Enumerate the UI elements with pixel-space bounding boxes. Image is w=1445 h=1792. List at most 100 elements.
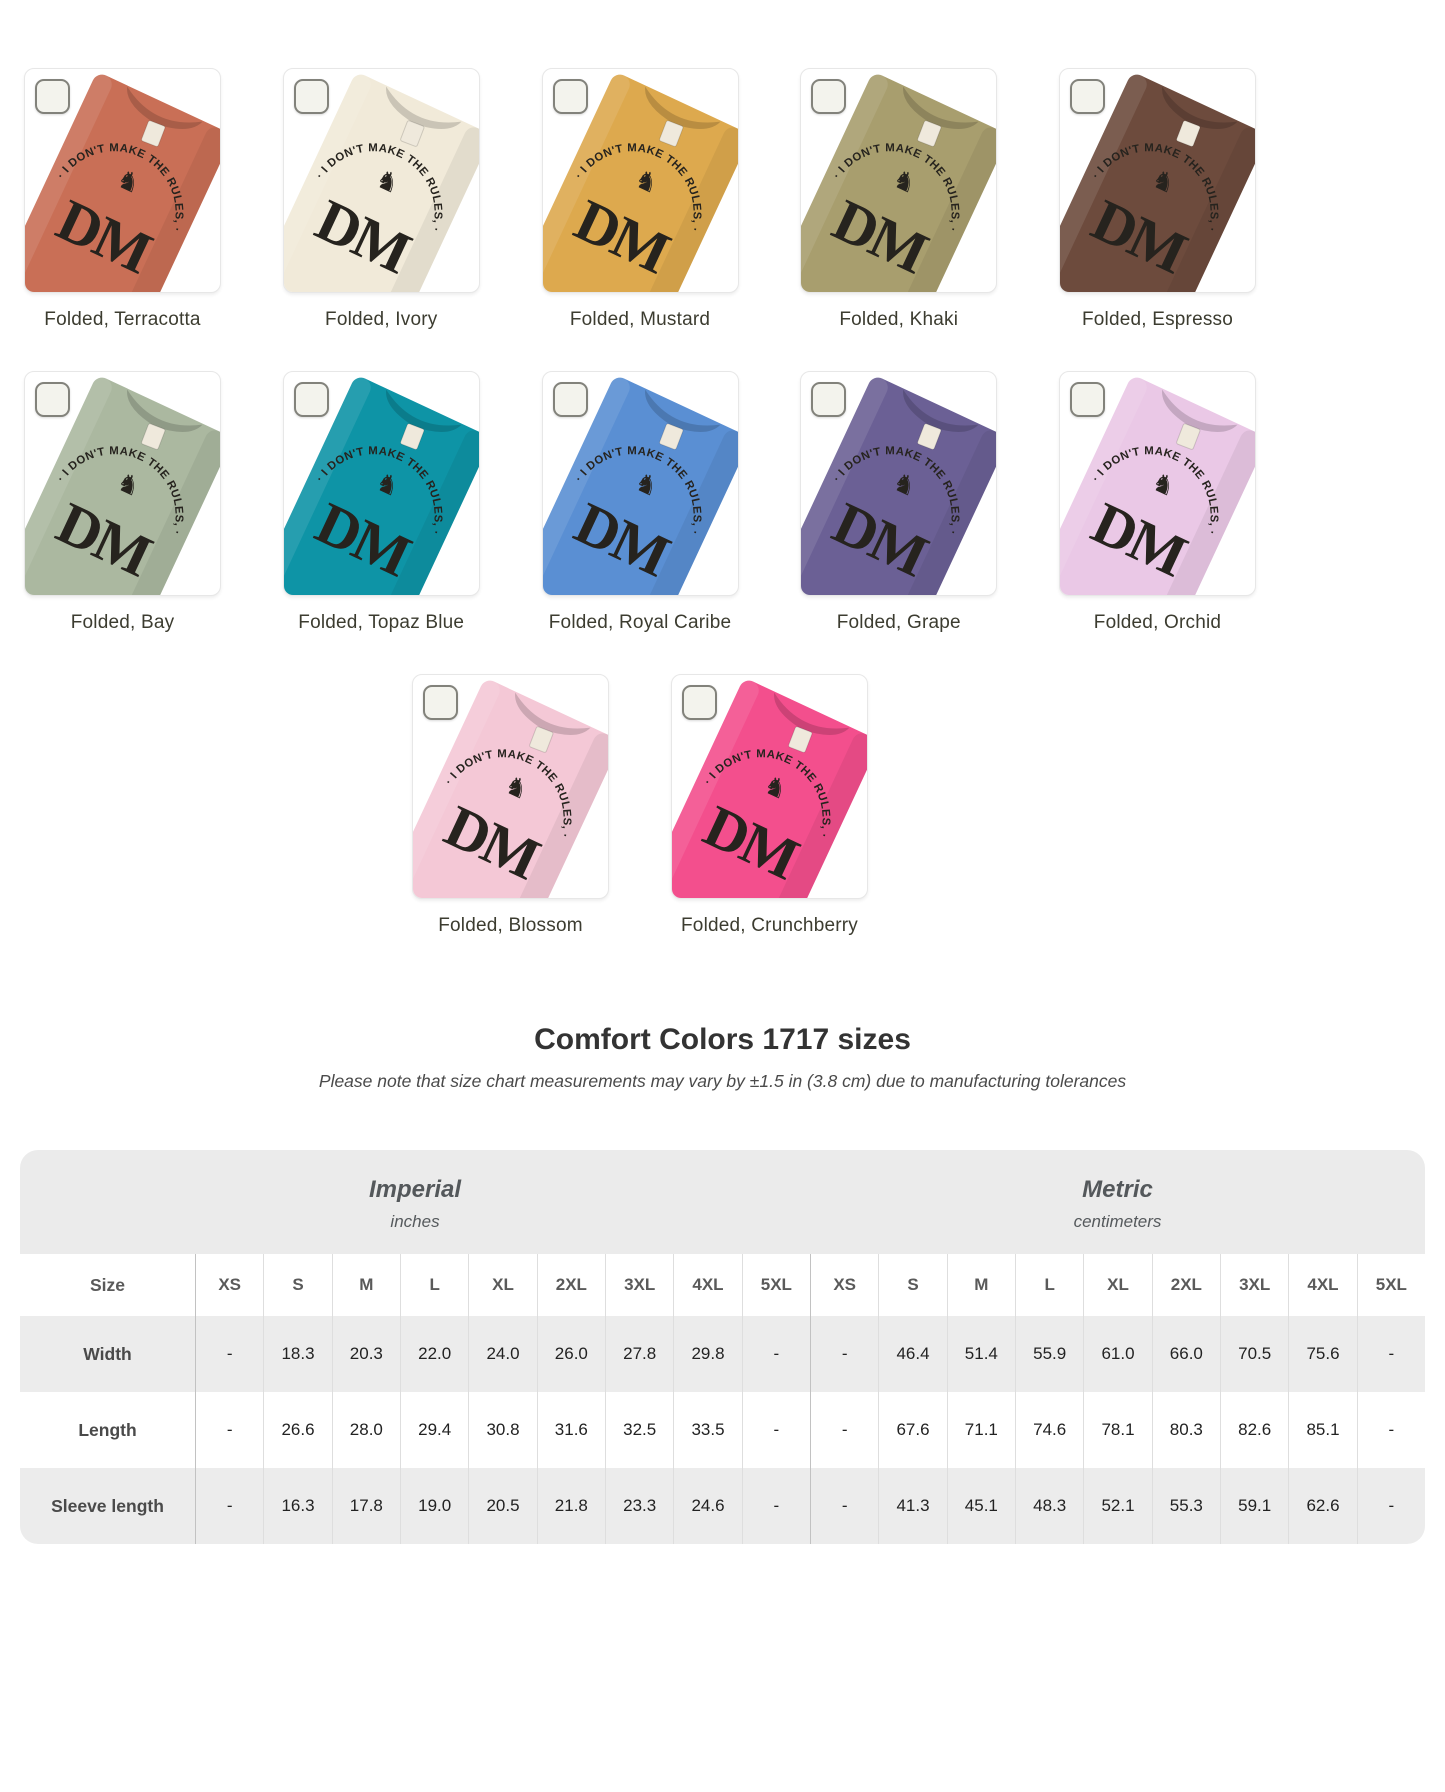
size-value-metric: 82.6 — [1220, 1392, 1289, 1468]
size-value-imperial: 16.3 — [263, 1468, 332, 1544]
variant-card[interactable]: · I DON'T MAKE THE RULES, · ♞ DM — [282, 371, 480, 596]
folded-tee-image: · I DON'T MAKE THE RULES, · ♞ DM — [25, 74, 220, 292]
variant-checkbox[interactable] — [293, 79, 329, 114]
tee-body — [542, 74, 738, 292]
size-value-imperial: - — [195, 1392, 264, 1468]
unit-sublabel: inches — [390, 1212, 440, 1231]
size-value-imperial: - — [195, 1468, 264, 1544]
size-value-metric: 74.6 — [1015, 1392, 1084, 1468]
variant-label: Folded, Mustard — [569, 309, 711, 330]
size-row-label: Length — [20, 1392, 195, 1468]
variant-cell: · I DON'T MAKE THE RULES, · ♞ DM Folded,… — [1059, 68, 1256, 331]
variant-label: Folded, Blossom — [438, 915, 583, 936]
care-tag — [658, 120, 683, 147]
size-value-imperial: - — [741, 1392, 810, 1468]
size-value-imperial: 26.6 — [263, 1392, 332, 1468]
size-value-metric: - — [1356, 1392, 1425, 1468]
size-column-header: 4XL — [1288, 1254, 1357, 1316]
variant-card[interactable]: · I DON'T MAKE THE RULES, · ♞ DM — [671, 674, 868, 899]
variant-checkbox[interactable] — [1070, 79, 1105, 114]
variant-cell: · I DON'T MAKE THE RULES, · ♞ DM Folded,… — [1059, 371, 1256, 634]
variant-checkbox[interactable] — [423, 685, 458, 720]
variant-card[interactable]: · I DON'T MAKE THE RULES, · ♞ DM — [541, 371, 739, 596]
variant-cell: · I DON'T MAKE THE RULES, · ♞ DM Folded,… — [282, 371, 480, 634]
tee-collar — [385, 86, 462, 129]
size-header-row: Size XS S M L XL 2XL 3XL 4XL 5XL XS S M L XL 2XL 3XL 4XL 5… — [20, 1254, 1425, 1316]
care-tag — [658, 423, 683, 450]
variant-label: Folded, Khaki — [839, 309, 959, 330]
variant-cell: · I DON'T MAKE THE RULES, · ♞ DM Folded,… — [671, 674, 868, 937]
variant-card[interactable]: · I DON'T MAKE THE RULES, · ♞ DM — [1059, 371, 1256, 596]
variant-label: Folded, Crunchberry — [681, 915, 858, 936]
variant-card[interactable]: · I DON'T MAKE THE RULES, · ♞ DM — [24, 371, 221, 596]
variant-card[interactable]: · I DON'T MAKE THE RULES, · ♞ DM — [1059, 68, 1256, 293]
size-value-imperial: 32.5 — [605, 1392, 674, 1468]
variant-card[interactable]: · I DON'T MAKE THE RULES, · ♞ DM — [24, 68, 221, 293]
variant-checkbox[interactable] — [35, 79, 70, 114]
size-value-imperial: 29.4 — [400, 1392, 469, 1468]
tee-collar — [515, 692, 591, 735]
size-chart-table: Imperial inches Metric centimeters Size X… — [20, 1150, 1425, 1544]
size-value-imperial: 19.0 — [400, 1468, 469, 1544]
care-tag — [1176, 120, 1201, 147]
size-row-sleeve-length: Sleeve length -16.3 17.8 19.0 20.5 21.8 23.3 24… — [20, 1468, 1425, 1544]
size-column-header: XS — [810, 1254, 879, 1316]
variant-card[interactable]: · I DON'T MAKE THE RULES, · ♞ DM — [412, 674, 609, 899]
folded-tee-image: · I DON'T MAKE THE RULES, · ♞ DM — [542, 377, 738, 595]
folded-tee-image: · I DON'T MAKE THE RULES, · ♞ DM — [1060, 74, 1255, 292]
size-value-imperial: 17.8 — [331, 1468, 400, 1544]
folded-tee-image: · I DON'T MAKE THE RULES, · ♞ DM — [1060, 377, 1255, 595]
size-column-header: 2XL — [1151, 1254, 1220, 1316]
size-value-metric: 61.0 — [1083, 1316, 1152, 1392]
variant-card[interactable]: · I DON'T MAKE THE RULES, · ♞ DM — [282, 68, 480, 293]
size-row-label: Sleeve length — [20, 1468, 195, 1544]
size-value-metric: 45.1 — [946, 1468, 1015, 1544]
variant-checkbox[interactable] — [1070, 382, 1105, 417]
care-tag — [788, 726, 813, 753]
care-tag — [141, 120, 166, 147]
folded-tee-image: · I DON'T MAKE THE RULES, · ♞ DM — [25, 377, 220, 595]
size-value-metric: 85.1 — [1288, 1392, 1357, 1468]
size-value-metric: - — [810, 1392, 879, 1468]
size-column-header: S — [878, 1254, 947, 1316]
size-chart-subtitle: Please note that size chart measurements… — [318, 1071, 1127, 1091]
size-value-imperial: 33.5 — [673, 1392, 742, 1468]
unit-label: Imperial — [368, 1176, 462, 1203]
variant-checkbox[interactable] — [682, 685, 717, 720]
variant-grid: · I DON'T MAKE THE RULES, · ♞ DM Folded,… — [0, 0, 1280, 937]
size-column-header: XS — [195, 1254, 264, 1316]
size-value-metric: 80.3 — [1151, 1392, 1220, 1468]
variant-checkbox[interactable] — [552, 382, 588, 417]
care-tag — [399, 120, 425, 147]
size-value-metric: 70.5 — [1220, 1316, 1289, 1392]
folded-tee-image: · I DON'T MAKE THE RULES, · ♞ DM — [801, 377, 997, 595]
variant-card[interactable]: · I DON'T MAKE THE RULES, · ♞ DM — [541, 68, 739, 293]
size-value-imperial: 20.5 — [468, 1468, 537, 1544]
tee-collar — [1162, 389, 1238, 432]
size-column-header: L — [400, 1254, 469, 1316]
size-row-label: Width — [20, 1316, 195, 1392]
variant-checkbox[interactable] — [811, 79, 847, 114]
variant-checkbox[interactable] — [811, 382, 847, 417]
tee-collar — [903, 389, 979, 432]
size-value-imperial: 24.6 — [673, 1468, 742, 1544]
size-column-header: L — [1015, 1254, 1084, 1316]
variant-card[interactable]: · I DON'T MAKE THE RULES, · ♞ DM — [800, 68, 998, 293]
size-row-width: Width -18.3 20.3 22.0 24.0 26.0 27.8 29.8- -46.4… — [20, 1316, 1425, 1392]
tee-body — [801, 74, 997, 292]
variant-label: Folded, Royal Caribe — [548, 612, 732, 633]
variant-card[interactable]: · I DON'T MAKE THE RULES, · ♞ DM — [800, 371, 998, 596]
variant-checkbox[interactable] — [552, 79, 588, 114]
folded-tee-image: · I DON'T MAKE THE RULES, · ♞ DM — [413, 680, 608, 898]
size-column-header: S — [263, 1254, 332, 1316]
variant-checkbox[interactable] — [293, 382, 329, 417]
variant-label: Folded, Topaz Blue — [298, 612, 465, 633]
size-column-header: XL — [1083, 1254, 1152, 1316]
size-column-header: M — [946, 1254, 1015, 1316]
variant-checkbox[interactable] — [35, 382, 70, 417]
size-column-header: 3XL — [1220, 1254, 1289, 1316]
size-value-metric: 55.9 — [1015, 1316, 1084, 1392]
folded-tee-image: · I DON'T MAKE THE RULES, · ♞ DM — [801, 74, 997, 292]
size-column-header: 2XL — [536, 1254, 605, 1316]
care-tag — [529, 726, 554, 753]
